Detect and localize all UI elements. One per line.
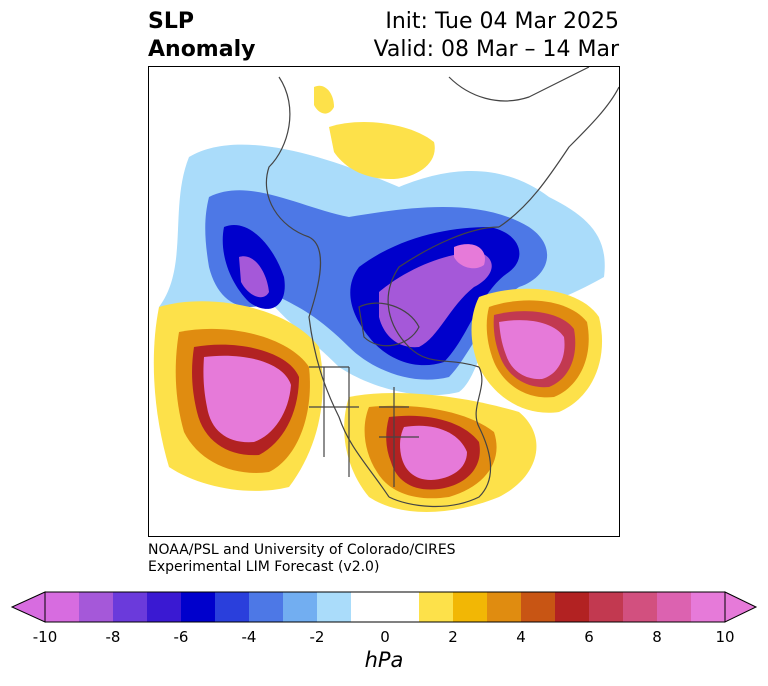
slp-anomaly-map: [148, 66, 620, 537]
init-date: Init: Tue 04 Mar 2025: [385, 9, 619, 34]
colorbar-cell: [351, 592, 386, 622]
colorbar-extend-low: [10, 591, 46, 623]
colorbar: [10, 591, 758, 623]
colorbar-cell: [385, 592, 420, 622]
colorbar-tick-label: 6: [584, 628, 594, 646]
colorbar-cell: [283, 592, 318, 622]
credit-line-2: Experimental LIM Forecast (v2.0): [148, 559, 380, 575]
colorbar-cell: [45, 592, 80, 622]
colorbar-tick-label: 8: [652, 628, 662, 646]
credit-text: NOAA/PSL and University of Colorado/CIRE…: [148, 542, 456, 576]
colorbar-cell: [419, 592, 454, 622]
colorbar-cell: [249, 592, 284, 622]
colorbar-tick-label: -6: [173, 628, 189, 646]
colorbar-cell: [487, 592, 522, 622]
colorbar-cell: [691, 592, 726, 622]
colorbar-tick-label: -10: [32, 628, 58, 646]
negative-anomaly-peak: [239, 252, 492, 348]
colorbar-cell: [657, 592, 692, 622]
colorbar-cell: [181, 592, 216, 622]
colorbar-cell: [453, 592, 488, 622]
colorbar-unit: hPa: [364, 648, 404, 672]
colorbar-cell: [555, 592, 590, 622]
colorbar-cell: [521, 592, 556, 622]
colorbar-tick-label: -8: [105, 628, 121, 646]
colorbar-tick-label: 4: [516, 628, 526, 646]
colorbar-tick-label: 0: [380, 628, 390, 646]
colorbar-cell: [113, 592, 148, 622]
title-line-2: Anomaly: [148, 37, 256, 62]
credit-line-1: NOAA/PSL and University of Colorado/CIRE…: [148, 542, 456, 558]
colorbar-cell: [623, 592, 658, 622]
map-canvas: [153, 67, 619, 512]
map-title: SLP Anomaly: [148, 8, 255, 64]
colorbar-cell: [317, 592, 352, 622]
colorbar-tick-label: -4: [241, 628, 257, 646]
colorbar-cell: [215, 592, 250, 622]
title-line-1: SLP: [148, 9, 194, 34]
colorbar-extend-high: [724, 591, 758, 623]
valid-range: Valid: 08 Mar – 14 Mar: [373, 37, 619, 62]
colorbar-cell: [147, 592, 182, 622]
colorbar-tick-label: -2: [309, 628, 325, 646]
colorbar-tick-label: 10: [715, 628, 735, 646]
forecast-dates: Init: Tue 04 Mar 2025 Valid: 08 Mar – 14…: [374, 8, 619, 64]
colorbar-tick-label: 2: [448, 628, 458, 646]
colorbar-cell: [589, 592, 624, 622]
colorbar-cell: [79, 592, 114, 622]
